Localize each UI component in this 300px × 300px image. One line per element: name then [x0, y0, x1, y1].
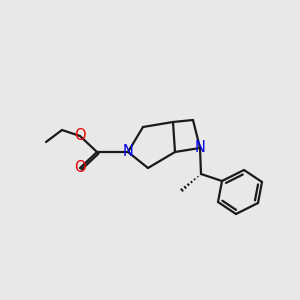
Text: O: O: [74, 128, 86, 143]
Text: O: O: [74, 160, 86, 175]
Text: N: N: [123, 145, 134, 160]
Text: N: N: [195, 140, 206, 155]
